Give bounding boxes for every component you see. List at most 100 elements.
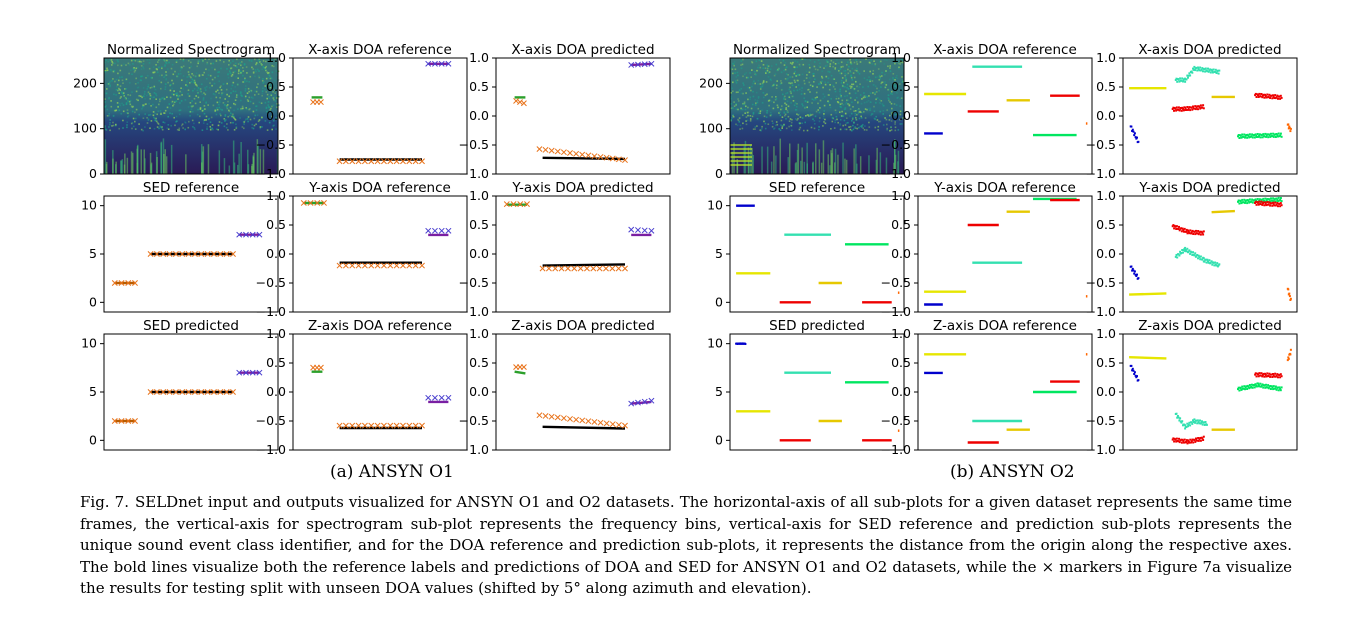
data-point — [1253, 199, 1256, 202]
spectrogram-frame — [103, 57, 279, 175]
data-point — [1244, 136, 1246, 139]
data-point — [1191, 71, 1194, 74]
data-point — [1195, 66, 1198, 69]
data-point — [1261, 136, 1264, 139]
subplot-title: SED reference — [143, 180, 239, 196]
data-point — [1186, 247, 1189, 250]
data-point — [1277, 386, 1279, 389]
data-point — [1186, 442, 1189, 445]
y-tick-label: 0.5 — [891, 79, 911, 94]
data-point — [1275, 374, 1278, 377]
data-point — [1212, 68, 1215, 71]
data-point — [1269, 385, 1272, 387]
data-point — [1171, 225, 1174, 228]
data-point — [1253, 386, 1256, 389]
subplot-frame — [1122, 57, 1298, 175]
x-marker — [548, 413, 555, 420]
x-marker — [406, 262, 413, 269]
data-point — [1208, 69, 1211, 72]
x-marker — [579, 151, 586, 158]
data-point — [1287, 357, 1290, 360]
data-point — [1246, 199, 1249, 201]
data-point — [1248, 136, 1251, 139]
x-marker — [393, 422, 400, 429]
data-point — [1201, 423, 1204, 426]
data-point — [1207, 70, 1210, 73]
subplot: X-axis DOA reference 1.0 0.5 0.0 −0.5 −1.0 — [256, 42, 468, 181]
x-marker — [432, 60, 438, 67]
subplot: Z-axis DOA reference 1.0 0.5 0.0 −0.5 −1.0 — [881, 318, 1093, 457]
data-point — [1207, 67, 1209, 70]
data-point — [1272, 95, 1275, 98]
data-point — [1174, 225, 1177, 228]
spectrogram-title: Normalized Spectrogram — [107, 42, 275, 58]
data-point — [1276, 198, 1279, 201]
x-marker — [571, 265, 578, 272]
data-point — [1272, 201, 1274, 204]
data-point — [1206, 70, 1209, 73]
x-marker — [342, 422, 349, 429]
data-point — [1182, 440, 1185, 442]
data-point — [1136, 273, 1138, 276]
data-point — [1287, 288, 1290, 291]
data-point — [1194, 252, 1197, 255]
data-point — [1254, 92, 1257, 95]
data-point — [1214, 68, 1217, 71]
data-point — [1255, 203, 1258, 206]
x-marker — [256, 231, 263, 238]
data-point — [1245, 385, 1248, 388]
data-point — [1274, 372, 1277, 375]
spectrogram-panel: Normalized Spectrogram 0 100 200 — [73, 42, 280, 181]
x-marker — [635, 61, 641, 68]
x-marker — [249, 369, 256, 376]
x-marker — [564, 265, 571, 272]
data-point — [1280, 200, 1283, 203]
y-tick-label: 5 — [715, 246, 723, 261]
data-point — [1175, 225, 1178, 228]
x-marker — [542, 146, 549, 153]
data-point — [1193, 230, 1196, 233]
subplot: SED reference 10 5 0 — [707, 180, 905, 313]
x-marker — [628, 62, 635, 68]
data-point — [1184, 106, 1187, 109]
data-point — [1266, 198, 1269, 200]
data-point — [1270, 94, 1273, 97]
data-point — [1274, 201, 1277, 204]
x-marker — [349, 158, 356, 165]
data-point — [1274, 387, 1277, 390]
x-marker — [361, 262, 368, 269]
data-point — [1255, 96, 1258, 98]
data-point — [1177, 78, 1180, 81]
data-point — [1254, 200, 1257, 203]
data-point — [1280, 204, 1283, 207]
x-marker — [368, 422, 375, 429]
data-point — [1276, 373, 1279, 376]
data-point — [1190, 441, 1193, 444]
data-point — [1254, 383, 1257, 386]
data-point — [1263, 384, 1266, 387]
subplot-frame — [1122, 333, 1298, 451]
data-point — [1194, 108, 1197, 111]
y-tick-label: 1.0 — [891, 50, 911, 65]
x-marker — [243, 369, 249, 376]
data-point — [1213, 264, 1216, 267]
x-marker — [517, 201, 524, 208]
data-point — [1173, 227, 1176, 230]
data-point — [1240, 136, 1243, 139]
data-point — [1257, 201, 1259, 204]
data-point — [1261, 375, 1264, 378]
data-point — [1247, 200, 1250, 203]
x-marker — [355, 158, 362, 165]
data-point — [1265, 135, 1268, 138]
data-point — [1209, 261, 1212, 264]
data-point — [1253, 134, 1256, 136]
x-marker — [132, 280, 138, 286]
data-point — [1276, 134, 1279, 137]
y-tick-label: 200 — [73, 75, 97, 90]
y-tick-label: 0.5 — [469, 79, 489, 94]
data-point — [1202, 104, 1205, 107]
data-point — [1192, 419, 1194, 422]
data-point — [1191, 254, 1194, 256]
data-point — [1191, 229, 1194, 232]
data-point — [1196, 105, 1199, 108]
